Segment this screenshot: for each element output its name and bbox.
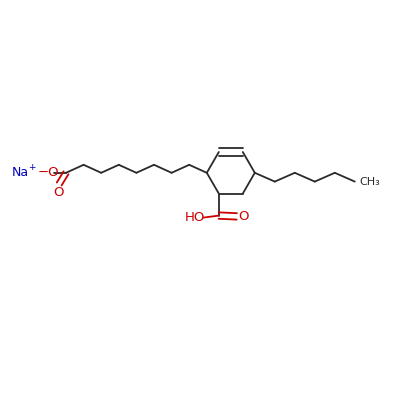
Text: HO: HO: [185, 211, 205, 224]
Text: Na: Na: [12, 166, 29, 178]
Text: −O: −O: [38, 166, 60, 179]
Text: O: O: [238, 210, 248, 223]
Text: O: O: [54, 186, 64, 199]
Text: +: +: [28, 163, 36, 172]
Text: CH₃: CH₃: [360, 177, 380, 186]
